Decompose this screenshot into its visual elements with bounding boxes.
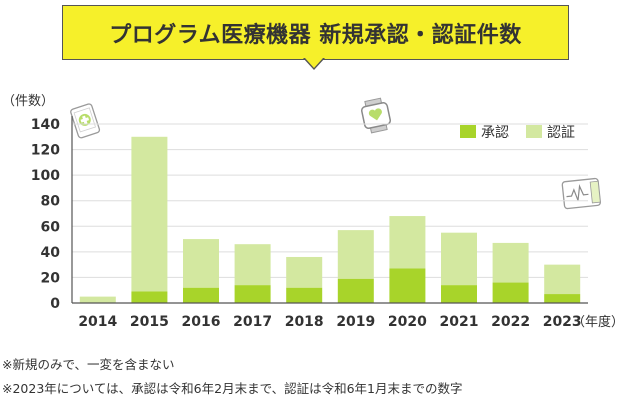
bar-approval	[441, 285, 477, 303]
y-axis-label: （件数）	[2, 94, 54, 109]
smartwatch-icon	[360, 97, 392, 134]
y-tick-label: 0	[50, 296, 60, 312]
axes: 0 20 40 60 80 100 120 140 2014 2015 2016 2017 2018 20…	[31, 116, 588, 330]
y-tick-label: 100	[31, 168, 60, 184]
legend-label: 承認	[481, 125, 509, 141]
bar-certification	[544, 264, 581, 295]
y-tick-label: 20	[41, 270, 61, 286]
y-tick-label: 60	[41, 219, 61, 235]
bar-approval	[492, 282, 529, 303]
bar-certification	[131, 136, 168, 292]
bar-certification	[492, 242, 529, 283]
footnote-1: ※新規のみで、一変を含まない	[2, 357, 175, 372]
legend-swatch	[526, 125, 542, 138]
tablet-icon	[70, 103, 101, 139]
x-tick-label: 2021	[440, 314, 479, 330]
x-tick-label: 2020	[388, 314, 427, 330]
monitor-device-icon	[561, 177, 601, 210]
legend-label: 認証	[547, 125, 575, 141]
bar-certification	[337, 230, 374, 279]
bar-approval	[286, 287, 323, 303]
bar-certification	[183, 239, 219, 288]
bar-approval	[544, 294, 581, 303]
legend-swatch	[460, 125, 476, 138]
bar-certification	[286, 256, 323, 288]
x-tick-label: 2016	[182, 314, 221, 330]
y-tick-label: 140	[31, 117, 60, 133]
x-tick-label: 2022	[491, 314, 530, 330]
x-tick-label: 2017	[233, 314, 272, 330]
x-axis-label: （年度）	[572, 314, 624, 330]
bar-approval	[131, 291, 168, 303]
x-tick-label: 2014	[78, 314, 117, 330]
x-tick-label: 2023	[543, 314, 582, 330]
bar-approval	[183, 287, 219, 303]
legend: 承認 認証	[460, 125, 575, 141]
x-tick-label: 2019	[336, 314, 375, 330]
x-tick-label: 2015	[130, 314, 169, 330]
bar-approval	[337, 278, 374, 303]
chart-title-box: プログラム医療機器 新規承認・認証件数	[62, 5, 569, 60]
bar-approval	[389, 268, 426, 303]
bars	[79, 136, 581, 303]
footnote-2: ※2023年については、承認は令和6年2月末まで、認証は令和6年1月末までの数字	[2, 381, 463, 396]
x-tick-label: 2018	[285, 314, 324, 330]
bar-certification	[234, 244, 271, 286]
bar-certification	[389, 216, 426, 269]
title-pointer-fill	[305, 58, 323, 68]
y-tick-label: 40	[41, 245, 61, 261]
chart-title: プログラム医療機器 新規承認・認証件数	[109, 22, 522, 48]
y-tick-label: 80	[41, 194, 61, 210]
chart-svg: （件数） （年度） 0 20 40 60 80 100 120 140 2014 2015 2016…	[2, 94, 624, 330]
bar-approval	[234, 285, 271, 303]
bar-certification	[79, 296, 116, 303]
bar-certification	[441, 232, 477, 286]
y-tick-label: 120	[31, 143, 60, 159]
